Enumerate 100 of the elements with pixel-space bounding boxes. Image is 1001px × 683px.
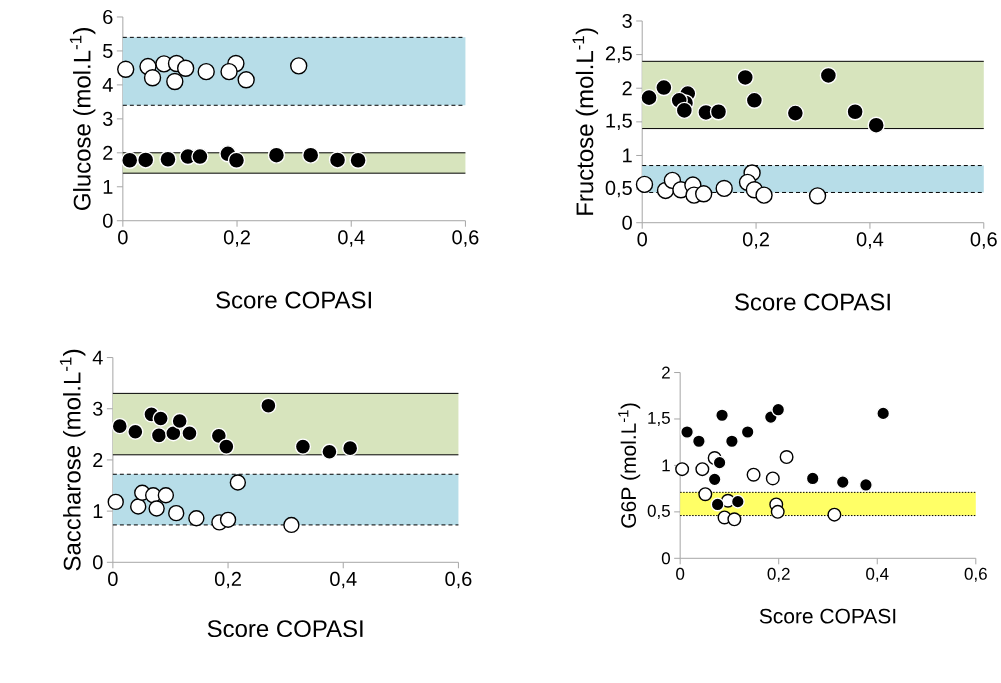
point (294, 438, 312, 455)
point (858, 477, 873, 492)
point (121, 151, 139, 169)
point (712, 455, 727, 470)
point (159, 150, 177, 168)
point (730, 494, 745, 509)
point (171, 412, 188, 430)
point (328, 151, 347, 169)
point (876, 406, 891, 421)
y-tick-label: 1,5 (606, 113, 632, 130)
x-tick-label: 0 (676, 567, 685, 580)
y-tick-label: 1 (103, 179, 113, 194)
point (229, 474, 247, 491)
y-tick-label: 4 (92, 350, 103, 365)
y-tick-label: 0 (661, 552, 670, 565)
point (779, 450, 794, 464)
point (867, 116, 885, 134)
y-tick-label: 3 (93, 401, 103, 416)
point (341, 439, 359, 457)
y-tick-label: 0,5 (605, 180, 632, 198)
x-axis-title: Score COPASI (216, 291, 371, 309)
point (165, 425, 182, 442)
point (260, 397, 277, 414)
point (152, 410, 169, 427)
point (655, 78, 673, 97)
x-tick-label: 0 (637, 232, 647, 247)
y-tick-label: 1,5 (648, 411, 670, 426)
x-tick-label: 0,2 (767, 567, 790, 582)
point (168, 504, 185, 522)
point (166, 72, 184, 91)
point (220, 62, 238, 81)
point (771, 402, 786, 417)
point (635, 175, 654, 194)
x-tick-label: 0,6 (452, 230, 479, 247)
point (736, 68, 754, 87)
y-tick-label: 2 (103, 145, 113, 160)
point (727, 512, 742, 527)
y-tick-label: 6 (103, 9, 113, 24)
point (675, 101, 694, 120)
y-tick-label: 3 (622, 13, 632, 28)
x-tick-label: 0,4 (338, 230, 365, 247)
point (680, 424, 695, 439)
y-axis-title: Glucose (mol.L$^{-1}$) (69, 27, 96, 210)
point (695, 462, 710, 477)
point (819, 66, 838, 85)
point (188, 510, 205, 527)
y-axis-title: G6P (mol.L$^{-1}$) (618, 403, 641, 528)
point (148, 500, 165, 517)
x-tick-label: 0,6 (964, 567, 987, 582)
x-tick-label: 0,2 (214, 571, 241, 589)
point (321, 443, 338, 460)
point (176, 59, 195, 77)
x-tick-label: 0,6 (445, 571, 472, 589)
x-tick-label: 0,2 (742, 232, 769, 249)
point (765, 471, 780, 486)
x-tick-label: 0,2 (223, 230, 250, 247)
y-tick-label: 1 (662, 459, 670, 472)
x-tick-label: 0,4 (866, 567, 889, 582)
point (290, 57, 308, 75)
point (805, 471, 820, 486)
point (157, 486, 175, 504)
y-tick-label: 5 (103, 43, 113, 58)
y-tick-label: 0,5 (647, 504, 670, 519)
point (137, 151, 155, 169)
point (218, 438, 235, 455)
point (349, 151, 367, 169)
y-tick-label: 0 (103, 213, 113, 228)
point (770, 504, 785, 519)
point (219, 511, 237, 528)
point (181, 425, 198, 442)
point (715, 179, 733, 198)
point (715, 408, 730, 423)
point (835, 475, 850, 490)
x-axis-title: Score COPASI (735, 293, 890, 311)
point (675, 462, 690, 477)
point (740, 424, 755, 439)
point (846, 103, 864, 121)
point (808, 187, 827, 205)
point (227, 151, 246, 169)
point (143, 69, 162, 87)
y-tick-label: 0 (622, 215, 632, 230)
point (237, 71, 255, 89)
x-axis-title: Score COPASI (759, 608, 896, 624)
point (709, 103, 728, 121)
point (755, 186, 773, 204)
y-tick-label: 0 (93, 555, 103, 570)
point (691, 434, 706, 449)
y-tick-label: 1 (93, 504, 103, 518)
y-axis-title: Saccharose (mol.L$^{-1}$) (59, 349, 86, 571)
point (283, 516, 300, 534)
point (130, 498, 147, 515)
point (107, 493, 124, 511)
point (640, 88, 658, 107)
point (707, 472, 722, 487)
x-tick-label: 0 (118, 230, 128, 245)
x-axis-title: Score COPASI (207, 620, 363, 638)
x-tick-label: 0,6 (970, 232, 997, 249)
x-tick-label: 0,4 (330, 571, 357, 589)
point (267, 146, 286, 164)
y-tick-label: 1 (623, 148, 632, 163)
